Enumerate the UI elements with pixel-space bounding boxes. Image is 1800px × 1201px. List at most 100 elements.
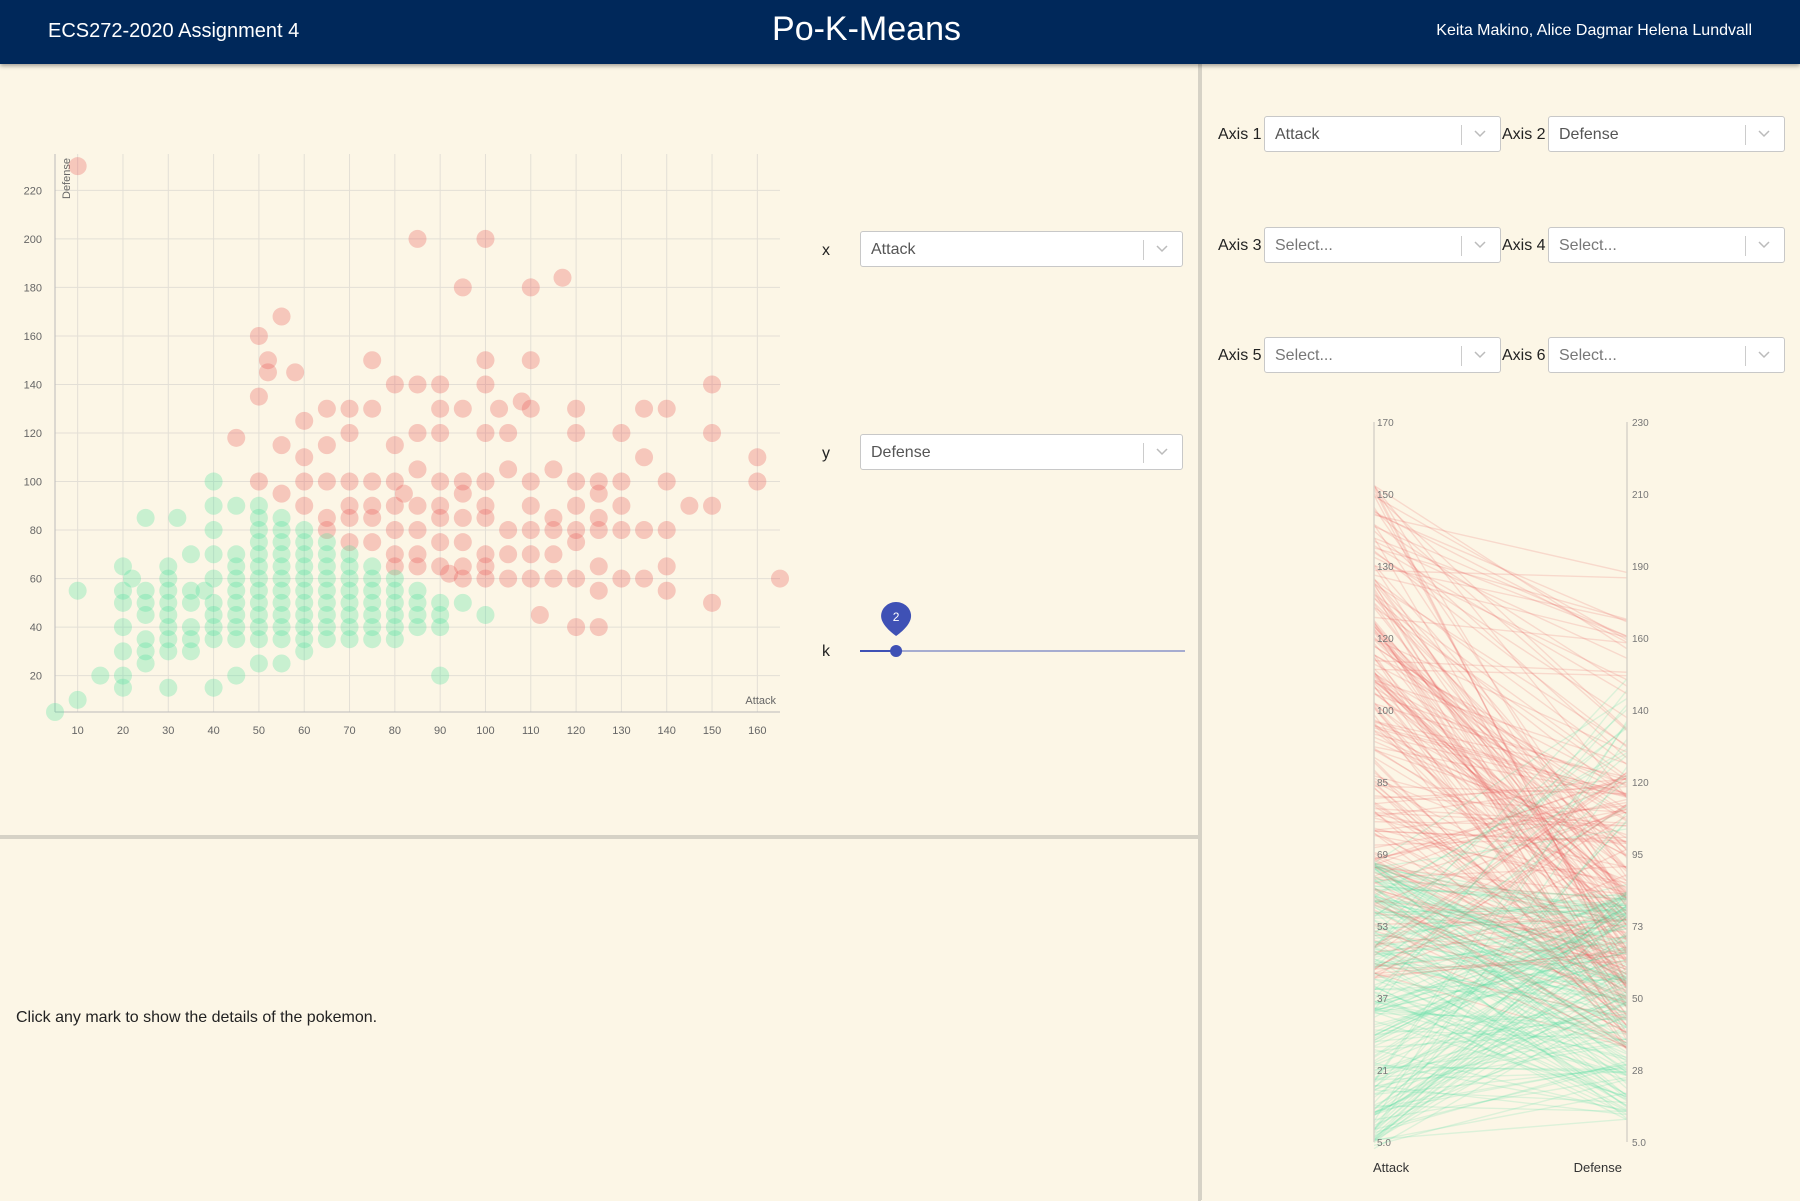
parallel-line-cluster-2 [1373,993,1628,1142]
axis-attack-tick-label: 85 [1377,778,1389,789]
axis-defense-tick-label: 160 [1632,634,1649,645]
parallel-line-cluster-1 [1373,636,1628,845]
axis3-select[interactable]: Select... [1264,227,1501,263]
x-axis-select-value: Attack [871,241,916,258]
parallel-line-cluster-1 [1373,550,1628,748]
parallel-line-cluster-1 [1373,524,1628,909]
parallel-line-cluster-1 [1373,582,1628,1009]
parallel-line-cluster-2 [1373,930,1628,1096]
parallel-line-cluster-1 [1373,960,1628,970]
scatter-point-cluster-2 [181,618,200,637]
x-axis-select[interactable]: Attack [860,231,1183,267]
axis1-select[interactable]: Attack [1264,116,1501,152]
parallel-line-cluster-1 [1373,862,1628,930]
axis-defense-tick-label: 73 [1632,922,1644,933]
parallel-line-cluster-2 [1373,899,1628,1133]
parallel-line-cluster-2 [1373,948,1628,1144]
parallel-line-cluster-2 [1373,863,1628,989]
scatter-point-cluster-2 [317,630,336,649]
scatter-point-cluster-1 [394,484,413,503]
scatter-point-cluster-2 [453,593,472,612]
scatter-point-cluster-2 [159,569,178,588]
parallel-line-cluster-2 [1373,962,1628,1096]
axis6-select[interactable]: Select... [1548,337,1785,373]
scatter-point-cluster-2 [159,678,178,697]
y-axis-select[interactable]: Defense [860,434,1183,470]
parallel-line-cluster-1 [1373,805,1628,969]
parallel-line-cluster-1 [1373,749,1628,899]
axis1-label: Axis 1 [1218,126,1262,143]
parallel-line-cluster-2 [1373,934,1628,1005]
parallel-line-cluster-1 [1373,832,1628,962]
k-value-text: 2 [893,610,900,624]
scatter-point-cluster-1 [544,508,563,527]
parallel-line-cluster-1 [1373,811,1628,984]
parallel-line-cluster-2 [1373,909,1628,1010]
parallel-line-cluster-2 [1373,896,1628,986]
parallel-line-cluster-1 [1373,509,1628,732]
chevron-down-icon [1156,245,1168,253]
scatter-point-cluster-1 [748,472,767,491]
axis5-select[interactable]: Select... [1264,337,1501,373]
scatter-point-cluster-2 [136,593,155,612]
parallel-line-cluster-1 [1373,705,1628,988]
parallel-line-cluster-1 [1373,579,1628,852]
scatter-point-cluster-2 [340,593,359,612]
axis4-select[interactable]: Select... [1548,227,1785,263]
parallel-line-cluster-1 [1373,602,1628,851]
parallel-line-cluster-1 [1373,776,1628,949]
parallel-line-cluster-2 [1373,1104,1628,1113]
parallel-line-cluster-2 [1373,879,1628,975]
scatter-point-cluster-2 [204,521,223,540]
chevron-down-icon [1474,351,1486,359]
axis2-select[interactable]: Defense [1548,116,1785,152]
parallel-line-cluster-2 [1373,948,1628,982]
parallel-line-cluster-2 [1373,754,1628,969]
parallel-line-cluster-2 [1373,867,1628,1090]
scatter-point-cluster-1 [657,521,676,540]
scatter-point-cluster-2 [340,569,359,588]
scatter-point-cluster-1 [363,508,382,527]
parallel-line-cluster-2 [1373,876,1628,978]
parallel-line-cluster-1 [1373,887,1628,971]
x-tick-label: 40 [207,725,219,737]
chevron-down-icon [1758,241,1770,249]
k-slider[interactable]: 2 [855,594,1190,664]
parallel-line-cluster-1 [1373,785,1628,795]
parallel-line-cluster-2 [1373,885,1628,907]
parallel-line-cluster-2 [1373,895,1628,952]
parallel-line-cluster-1 [1373,881,1628,1007]
parallel-line-cluster-2 [1373,738,1628,1083]
app-header: ECS272-2020 Assignment 4 Po-K-Means Keit… [0,0,1800,64]
scatter-point-cluster-1 [317,399,336,418]
scatter-point-cluster-1 [476,375,495,394]
scatter-point-cluster-2 [136,642,155,661]
scatter-point-cluster-1 [499,545,518,564]
parallel-coordinates-chart[interactable]: 170 150 130 120 100 85 69 53 37 21 5.0 230 210 190 160… [1202,64,1800,1200]
authors: Keita Makino, Alice Dagmar Helena Lundva… [1436,22,1752,39]
parallel-line-cluster-2 [1373,972,1628,1075]
scatter-point-cluster-2 [340,605,359,624]
parallel-line-cluster-2 [1373,967,1628,1138]
parallel-line-cluster-2 [1373,1092,1628,1142]
scatter-point-cluster-1 [589,484,608,503]
scatter-point-cluster-2 [408,581,427,600]
scatter-point-cluster-1 [295,496,314,515]
parallel-line-cluster-1 [1373,830,1628,844]
scatter-point-cluster-2 [113,678,132,697]
parallel-line-cluster-2 [1373,931,1628,1131]
scatter-point-cluster-1 [408,521,427,540]
scatter-point-cluster-1 [340,399,359,418]
scatter-point-cluster-2 [295,618,314,637]
chevron-down-icon [1474,241,1486,249]
scatter-plot[interactable]: 10 20 30 40 50 60 70 80 90 100 110 120 130 140 150 160 2… [0,64,790,784]
scatter-point-cluster-1 [453,484,472,503]
parallel-line-cluster-2 [1373,941,1628,1006]
scatter-point-cluster-1 [440,564,459,583]
select-separator [1143,240,1144,260]
scatter-point-cluster-2 [272,557,291,576]
k-slider-thumb[interactable] [890,645,903,657]
parallel-line-cluster-2 [1373,982,1628,1072]
scatter-point-cluster-2 [91,666,110,685]
parallel-line-cluster-1 [1373,865,1628,879]
